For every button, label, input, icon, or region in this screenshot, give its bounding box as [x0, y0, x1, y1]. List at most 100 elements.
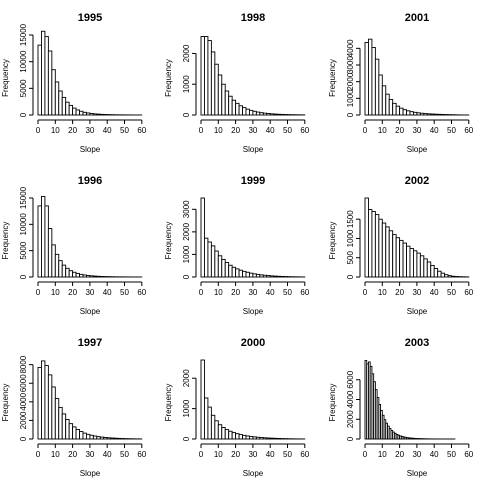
panel-1997-bar — [85, 433, 91, 440]
panel-2000-bar — [214, 420, 219, 440]
panel-1996-title: 1996 — [78, 175, 102, 187]
panel-1997-bar — [47, 374, 53, 440]
panel-1998-bar — [280, 113, 285, 116]
panel-1999-bar — [238, 269, 243, 278]
panel-2002-x-tick-label: 20 — [395, 288, 404, 297]
panel-2003-y-label: Frequency — [328, 384, 337, 422]
panel-1995-y-tick-label: 0 — [19, 112, 28, 117]
panel-1998-bar — [204, 36, 209, 116]
panel-2001-bar — [437, 113, 442, 116]
panel-2002-bar — [419, 255, 425, 278]
panel-2001-bar — [402, 109, 407, 116]
panel-1998-x-tick-label: 30 — [248, 126, 257, 135]
panel-2000-bar — [200, 359, 205, 440]
panel-2001-bar — [423, 113, 428, 116]
panel-2000-bar — [217, 424, 223, 440]
panel-2002-bar — [368, 209, 373, 278]
panel-1998-bar — [210, 51, 216, 116]
panel-1995-bar — [68, 104, 74, 116]
panel-1996-bar — [75, 272, 80, 278]
panel-1997-bar — [92, 435, 98, 440]
panel-2002-bar — [412, 250, 418, 278]
panel-1999-bar — [280, 275, 285, 278]
panel-1997-x-tick-label: 20 — [68, 450, 77, 459]
panel-2002-title: 2002 — [405, 175, 429, 187]
panel-2002-bar — [378, 218, 383, 278]
panel-2002-bar — [433, 268, 439, 278]
panel-2001-y-tick-label: 2000 — [346, 72, 355, 90]
panel-1995-y-tick-label: 5000 — [19, 79, 28, 97]
panel-1995-bar — [41, 30, 46, 116]
panel-2002-x-label: Slope — [407, 307, 428, 316]
panel-2003-x-tick-label: 20 — [395, 450, 404, 459]
panel-1998-bar — [214, 63, 219, 116]
panel-2003-y-tick-label: 0 — [346, 436, 355, 441]
panel-1995-bar — [58, 90, 63, 116]
panel-1995-x-tick-label: 60 — [137, 126, 146, 135]
panel-1996-y-tick-label: 0 — [19, 274, 28, 279]
panel-2001-bar — [419, 112, 425, 116]
panel-1997-bar — [65, 419, 70, 440]
panel-1995-y-tick-label: 10000 — [19, 50, 28, 73]
panel-2002-bar — [392, 234, 397, 278]
panel-2000-bar — [262, 437, 268, 440]
panel-2002-bar — [409, 248, 414, 278]
panel-2001-bar — [368, 38, 373, 116]
panel-1996-x-tick-label: 30 — [85, 288, 94, 297]
panel-2002-bar — [395, 237, 401, 278]
panel-1997-bar — [99, 436, 105, 440]
panel-2002-bar — [447, 275, 452, 278]
panel-2002-bar — [430, 264, 435, 278]
panel-1999-bar — [259, 274, 264, 278]
panel-1999-x-label: Slope — [243, 307, 264, 316]
panel-2003-x-tick-label: 0 — [363, 450, 368, 459]
panel-2000-bar — [269, 437, 275, 440]
panel-2001-bar — [364, 42, 369, 116]
panel-1996-x-tick-label: 40 — [103, 288, 112, 297]
panel-2002-x-tick-label: 10 — [378, 288, 387, 297]
panel-2003-y-tick-label: 4000 — [346, 390, 355, 408]
panel-2002-bar — [440, 272, 446, 278]
panel-2000-bar — [276, 438, 282, 440]
panel-1996-bar — [65, 267, 70, 278]
panel-1997-bar — [103, 437, 108, 440]
panel-2003-x-tick-label: 60 — [464, 450, 473, 459]
panel-2000-bar — [255, 436, 261, 440]
panel-2001-bar — [399, 107, 404, 116]
panel-2000-bar — [238, 434, 243, 440]
panel-1997-bar — [117, 437, 122, 440]
panel-1999-bar — [273, 275, 278, 278]
panel-1996-x-tick-label: 0 — [36, 288, 41, 297]
panel-2000-bar — [224, 429, 230, 440]
panel-1998-bar — [269, 113, 275, 116]
panel-1995-x-tick-label: 50 — [120, 126, 129, 135]
panel-2001-bar — [378, 74, 383, 116]
panel-1997-bar — [89, 434, 94, 440]
panel-1995-bar — [82, 111, 87, 116]
panel-1996-y-label: Frequency — [1, 222, 10, 260]
panel-1995-bar — [89, 113, 94, 116]
panel-1999-bar — [204, 237, 209, 278]
panel-2002-bar — [388, 230, 394, 278]
panel-2000-bar — [210, 414, 216, 440]
panel-1998-bar — [266, 113, 271, 116]
panel-1996-y-tick-label: 10000 — [19, 213, 28, 236]
panel-1996-bar — [92, 275, 98, 278]
panel-1999-x-tick-label: 50 — [283, 288, 292, 297]
panel-2001-bar — [412, 111, 418, 116]
panel-1997-bar — [54, 398, 60, 440]
panel-1996-bar — [41, 195, 46, 278]
panel-1996-x-label: Slope — [80, 307, 101, 316]
panel-2000-bar — [248, 436, 254, 440]
panel-1997-bar — [72, 426, 77, 440]
panel-1998-bar — [238, 105, 243, 116]
panel-2000-bar — [245, 435, 250, 440]
panel-2003-x-tick-label: 30 — [412, 450, 421, 459]
panel-1996-x-tick-label: 10 — [51, 288, 60, 297]
panel-1998-y-tick-label: 0 — [182, 112, 191, 117]
panel-1995-bar — [47, 50, 53, 116]
panel-2001-bar — [433, 113, 439, 116]
panel-2001-bar — [392, 102, 397, 116]
panel-1998-x-tick-label: 20 — [231, 126, 240, 135]
panel-2000-y-tick-label: 2000 — [182, 369, 191, 387]
